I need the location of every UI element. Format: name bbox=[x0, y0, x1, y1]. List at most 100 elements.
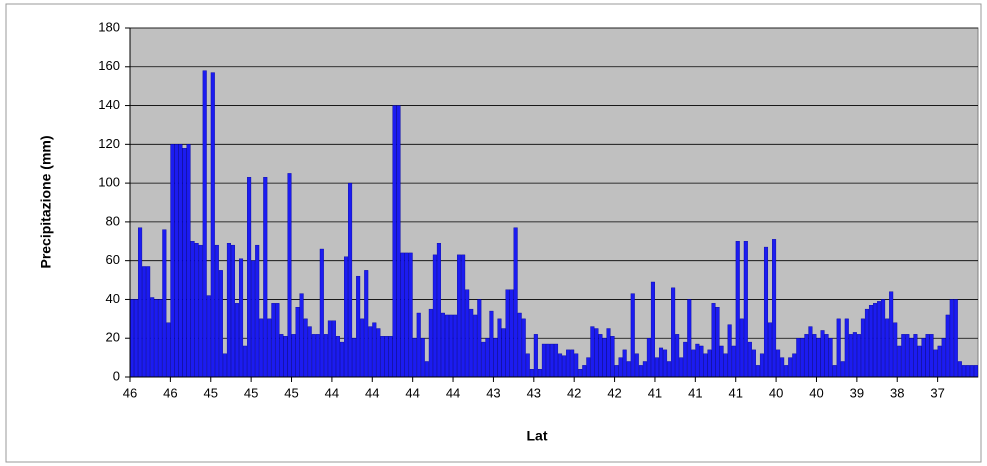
bar bbox=[222, 353, 227, 378]
bar bbox=[961, 365, 966, 378]
bar bbox=[327, 320, 332, 378]
bar bbox=[711, 303, 716, 378]
bar bbox=[566, 349, 571, 378]
bar bbox=[311, 334, 316, 378]
bar bbox=[465, 289, 470, 378]
bar bbox=[319, 248, 324, 378]
bar bbox=[388, 336, 393, 378]
bar bbox=[263, 177, 268, 378]
bar bbox=[368, 326, 373, 378]
y-tick-label: 40 bbox=[106, 291, 120, 306]
x-tick-label: 41 bbox=[648, 385, 662, 400]
bar bbox=[335, 336, 340, 378]
bar bbox=[202, 70, 207, 378]
bar bbox=[392, 105, 397, 378]
bar bbox=[182, 148, 187, 378]
x-tick-label: 38 bbox=[890, 385, 904, 400]
bar bbox=[776, 349, 781, 378]
bar bbox=[424, 361, 429, 378]
x-tick-label: 40 bbox=[769, 385, 783, 400]
bar bbox=[541, 343, 546, 378]
bar bbox=[832, 365, 837, 378]
bar bbox=[840, 361, 845, 378]
bar bbox=[477, 299, 482, 378]
bar bbox=[695, 343, 700, 378]
y-tick-label: 180 bbox=[98, 19, 120, 34]
bar bbox=[715, 307, 720, 378]
bar bbox=[303, 318, 308, 378]
bar bbox=[138, 227, 143, 378]
bar bbox=[440, 312, 445, 378]
bar bbox=[331, 320, 336, 378]
bar bbox=[562, 355, 567, 378]
bar bbox=[808, 326, 813, 378]
bar bbox=[533, 334, 538, 378]
bar bbox=[364, 270, 369, 378]
bar bbox=[230, 244, 235, 378]
bar bbox=[509, 289, 514, 378]
x-tick-label: 46 bbox=[163, 385, 177, 400]
bar bbox=[751, 349, 756, 378]
y-tick-label: 20 bbox=[106, 330, 120, 345]
bar bbox=[129, 299, 135, 378]
bar bbox=[247, 177, 252, 378]
bar bbox=[436, 243, 441, 378]
bar bbox=[299, 293, 304, 378]
bar bbox=[634, 353, 639, 378]
bar bbox=[905, 334, 910, 378]
bar bbox=[590, 326, 595, 378]
x-tick-label: 44 bbox=[325, 385, 339, 400]
bar bbox=[739, 318, 744, 378]
bar bbox=[323, 334, 328, 378]
bar bbox=[239, 258, 244, 378]
bar bbox=[243, 345, 248, 378]
bar bbox=[525, 353, 530, 378]
x-tick-label: 45 bbox=[244, 385, 258, 400]
bar bbox=[360, 318, 365, 378]
bar bbox=[897, 345, 902, 378]
bar bbox=[259, 318, 264, 378]
bar bbox=[549, 343, 555, 378]
x-tick-label: 44 bbox=[446, 385, 460, 400]
bar bbox=[295, 307, 300, 378]
bar bbox=[174, 144, 179, 378]
bar bbox=[881, 299, 886, 378]
bar bbox=[210, 72, 215, 378]
x-tick-label: 44 bbox=[365, 385, 379, 400]
bar bbox=[860, 318, 865, 378]
bar bbox=[735, 241, 740, 378]
bar bbox=[642, 361, 647, 378]
bar bbox=[747, 341, 752, 378]
bar bbox=[578, 369, 583, 378]
bar bbox=[558, 353, 563, 378]
bar bbox=[489, 310, 494, 378]
bar bbox=[755, 365, 760, 378]
bar bbox=[251, 260, 256, 378]
bar bbox=[873, 303, 878, 378]
bar bbox=[134, 299, 139, 378]
bar bbox=[497, 318, 502, 378]
bar bbox=[953, 299, 958, 378]
bar bbox=[618, 357, 623, 378]
bar bbox=[428, 308, 433, 378]
x-tick-label: 46 bbox=[123, 385, 137, 400]
bar bbox=[820, 330, 825, 378]
bar bbox=[763, 246, 769, 378]
bar bbox=[186, 144, 191, 378]
bar bbox=[412, 338, 417, 378]
bar bbox=[654, 357, 659, 378]
x-tick-label: 42 bbox=[567, 385, 581, 400]
bar bbox=[214, 244, 219, 378]
y-tick-label: 0 bbox=[113, 368, 120, 383]
bar bbox=[416, 312, 421, 378]
bar bbox=[788, 357, 793, 378]
bar bbox=[586, 357, 591, 378]
bar bbox=[162, 229, 167, 378]
bar bbox=[917, 345, 922, 378]
bar bbox=[376, 328, 381, 378]
bar bbox=[646, 338, 651, 378]
bar bbox=[812, 334, 817, 378]
bar bbox=[356, 275, 361, 378]
y-tick-label: 160 bbox=[98, 58, 120, 73]
